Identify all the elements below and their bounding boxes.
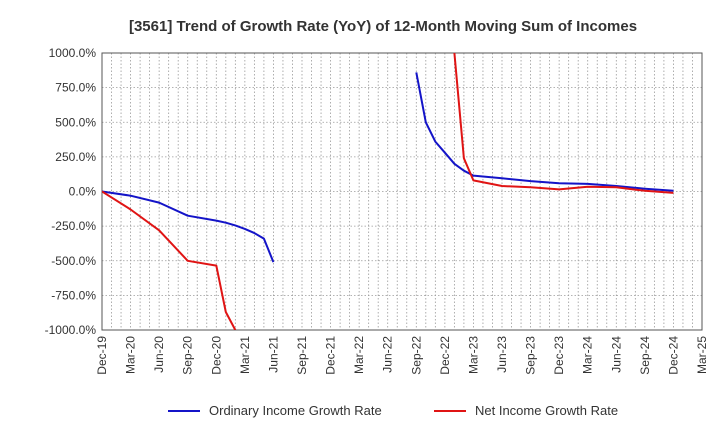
x-tick-label: Sep-24 — [638, 336, 652, 375]
y-tick-label: -1000.0% — [45, 323, 97, 337]
legend: Ordinary Income Growth Rate Net Income Gr… — [168, 403, 618, 418]
net-income-line — [102, 190, 237, 330]
ordinary-income-line — [415, 72, 674, 192]
x-tick-label: Mar-24 — [581, 336, 595, 374]
x-tick-label: Mar-25 — [695, 336, 709, 374]
x-tick-label: Dec-23 — [552, 336, 566, 375]
net-income-line — [453, 53, 674, 194]
x-tick-label: Jun-24 — [609, 336, 623, 373]
x-tick-label: Jun-23 — [495, 336, 509, 373]
y-tick-label: -250.0% — [51, 219, 96, 233]
x-tick-label: Sep-20 — [181, 336, 195, 375]
x-tick-label: Sep-22 — [409, 336, 423, 375]
x-tick-label: Dec-19 — [95, 336, 109, 375]
x-tick-label: Dec-20 — [209, 336, 223, 375]
legend-label: Ordinary Income Growth Rate — [209, 403, 382, 418]
y-tick-label: 500.0% — [55, 115, 96, 129]
y-tick-label: 0.0% — [69, 185, 97, 199]
x-tick-label: Jun-21 — [266, 336, 280, 373]
x-tick-label: Mar-22 — [352, 336, 366, 374]
x-tick-label: Sep-23 — [524, 336, 538, 375]
y-tick-label: 750.0% — [55, 81, 96, 95]
x-tick-label: Dec-24 — [666, 336, 680, 375]
y-tick-label: -750.0% — [51, 288, 96, 302]
x-tick-label: Jun-22 — [381, 336, 395, 373]
y-tick-label: 250.0% — [55, 150, 96, 164]
x-tick-label: Mar-23 — [466, 336, 480, 374]
series-lines — [102, 53, 674, 330]
x-tick-label: Dec-21 — [324, 336, 338, 375]
x-tick-label: Jun-20 — [152, 336, 166, 373]
x-tick-label: Sep-21 — [295, 336, 309, 375]
legend-label: Net Income Growth Rate — [475, 403, 618, 418]
grid — [101, 52, 703, 331]
ordinary-income-line — [102, 190, 275, 263]
x-tick-label: Mar-20 — [124, 336, 138, 374]
y-tick-label: -500.0% — [51, 254, 96, 268]
plot-area — [102, 53, 702, 330]
axes: 1000.0% 750.0% 500.0% 250.0% 0.0% -250.0% -500… — [45, 46, 709, 375]
x-tick-label: Dec-22 — [438, 336, 452, 375]
y-tick-label: 1000.0% — [49, 46, 97, 60]
x-tick-label: Mar-21 — [238, 336, 252, 374]
chart-title: [3561] Trend of Growth Rate (YoY) of 12-… — [129, 18, 637, 35]
